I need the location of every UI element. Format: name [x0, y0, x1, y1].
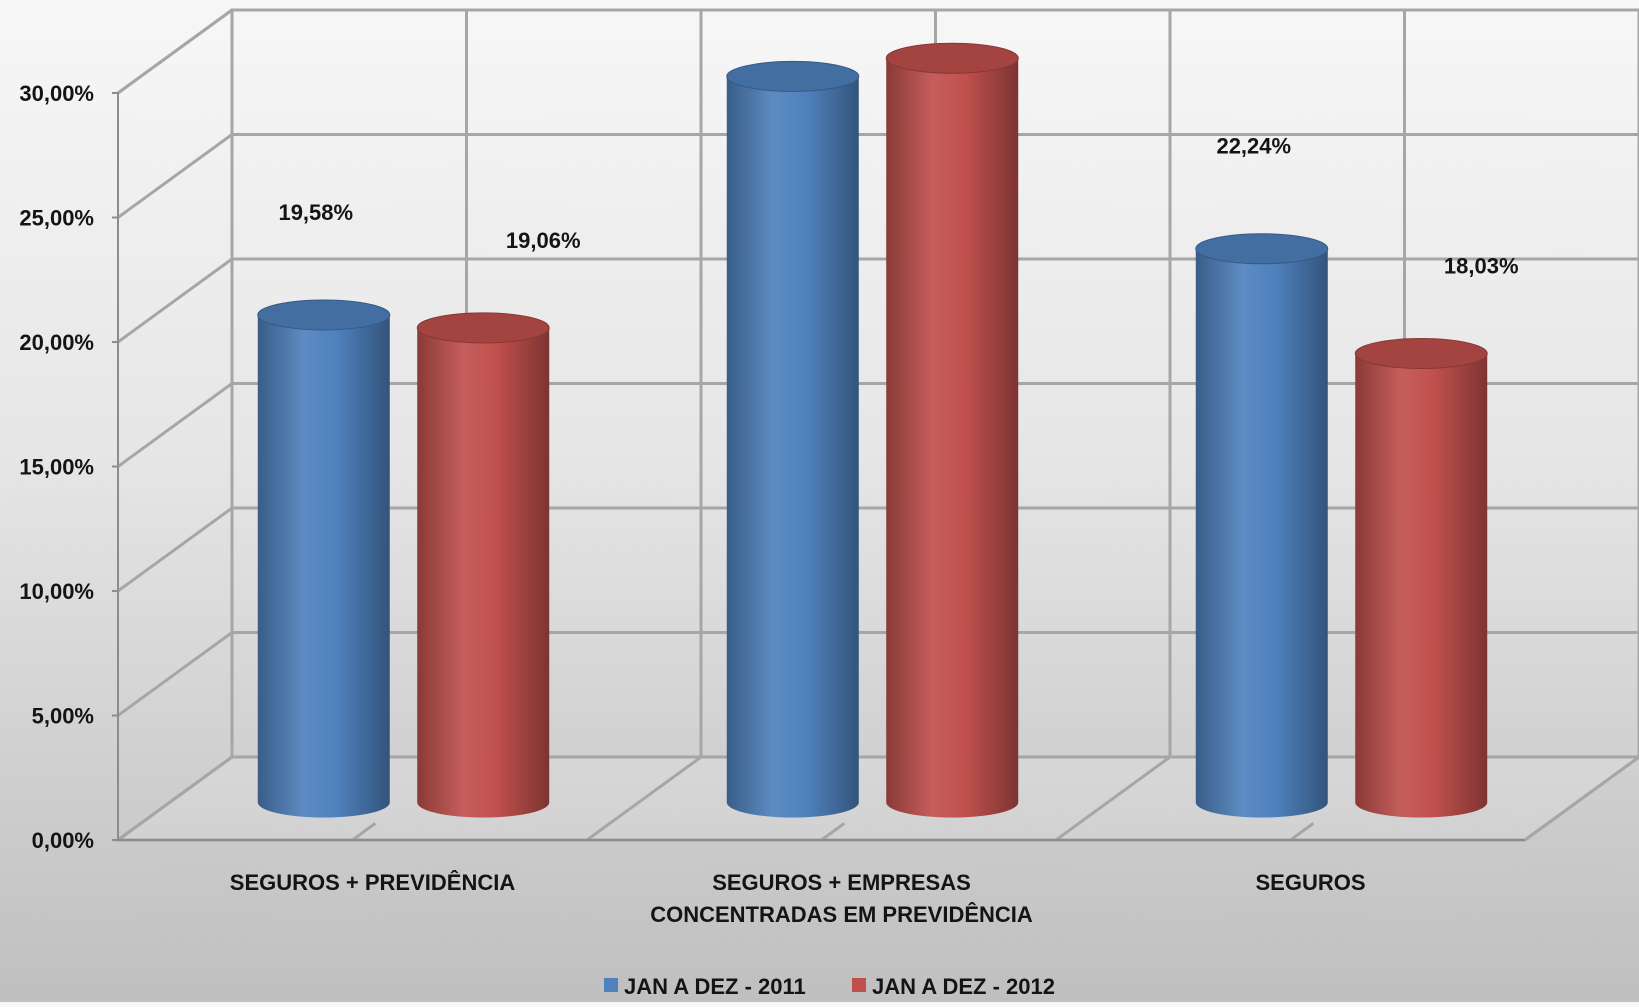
data-label: 18,03% — [1444, 254, 1519, 279]
legend-label: JAN A DEZ - 2011 — [624, 974, 806, 999]
gridline-side — [117, 8, 233, 95]
bar-body — [257, 314, 390, 818]
bar-top — [885, 42, 1019, 74]
y-tick-label: 0,00% — [32, 828, 94, 853]
bars — [257, 42, 1488, 818]
bar-jan-a-dez---2012-2 — [1354, 338, 1488, 818]
gridline-side — [117, 257, 233, 344]
x-tick-label: SEGUROS + PREVIDÊNCIA — [230, 870, 516, 895]
bar-body — [1355, 353, 1488, 818]
floor-tick — [351, 822, 377, 842]
bar-body — [417, 327, 550, 818]
legend-label: JAN A DEZ - 2012 — [872, 974, 1055, 999]
data-label: 19,06% — [506, 228, 581, 253]
bar-body — [1195, 248, 1328, 818]
x-tick-label: SEGUROS — [1255, 870, 1365, 895]
bar-top — [257, 299, 391, 331]
gridline-side — [117, 631, 233, 717]
floor-tick — [1289, 822, 1315, 842]
legend: JAN A DEZ - 2011 JAN A DEZ - 2012 — [604, 974, 1055, 999]
data-labels: 19,58%19,06%29,16%29,89%22,24%18,03% — [278, 134, 1519, 279]
bar-jan-a-dez---2011-2 — [1195, 233, 1329, 818]
y-tick-label: 20,00% — [19, 330, 94, 355]
y-tick-label: 30,00% — [19, 81, 94, 106]
floor-tick — [820, 822, 846, 842]
bar-body — [886, 58, 1019, 818]
legend-swatch — [852, 978, 866, 992]
data-label: 22,24% — [1216, 134, 1291, 159]
legend-swatch — [604, 978, 618, 992]
y-tick-label: 10,00% — [19, 579, 94, 604]
gridline-side — [117, 133, 233, 219]
bar-jan-a-dez---2012-0 — [416, 312, 550, 818]
floor-divider — [1524, 755, 1639, 842]
bar-top — [416, 312, 550, 344]
y-tick-label: 25,00% — [19, 206, 94, 231]
bar-jan-a-dez---2012-1 — [885, 42, 1019, 818]
y-tick-label: 5,00% — [32, 704, 94, 729]
bar-top — [1354, 338, 1488, 370]
gridline-side — [117, 382, 233, 468]
floor-divider — [586, 755, 702, 842]
data-label: 19,58% — [278, 200, 353, 225]
gridline-side — [117, 755, 233, 842]
bar-top — [726, 60, 860, 92]
y-axis-ticks: 0,00% 5,00% 10,00% 15,00% 20,00% 25,00% 30,00% — [19, 81, 119, 853]
bar-top — [1195, 233, 1329, 265]
y-tick-label: 15,00% — [19, 455, 94, 480]
gridline-side — [117, 506, 233, 593]
bar-jan-a-dez---2011-0 — [257, 299, 391, 818]
bar-jan-a-dez---2011-1 — [726, 60, 860, 818]
x-axis-ticks: SEGUROS + PREVIDÊNCIA SEGUROS + EMPRESAS C… — [118, 839, 1525, 927]
x-tick-label: SEGUROS + EMPRESAS CONCENTRADAS EM PREVID… — [650, 870, 1033, 927]
bar-body — [726, 76, 859, 818]
floor-divider — [1055, 755, 1171, 842]
